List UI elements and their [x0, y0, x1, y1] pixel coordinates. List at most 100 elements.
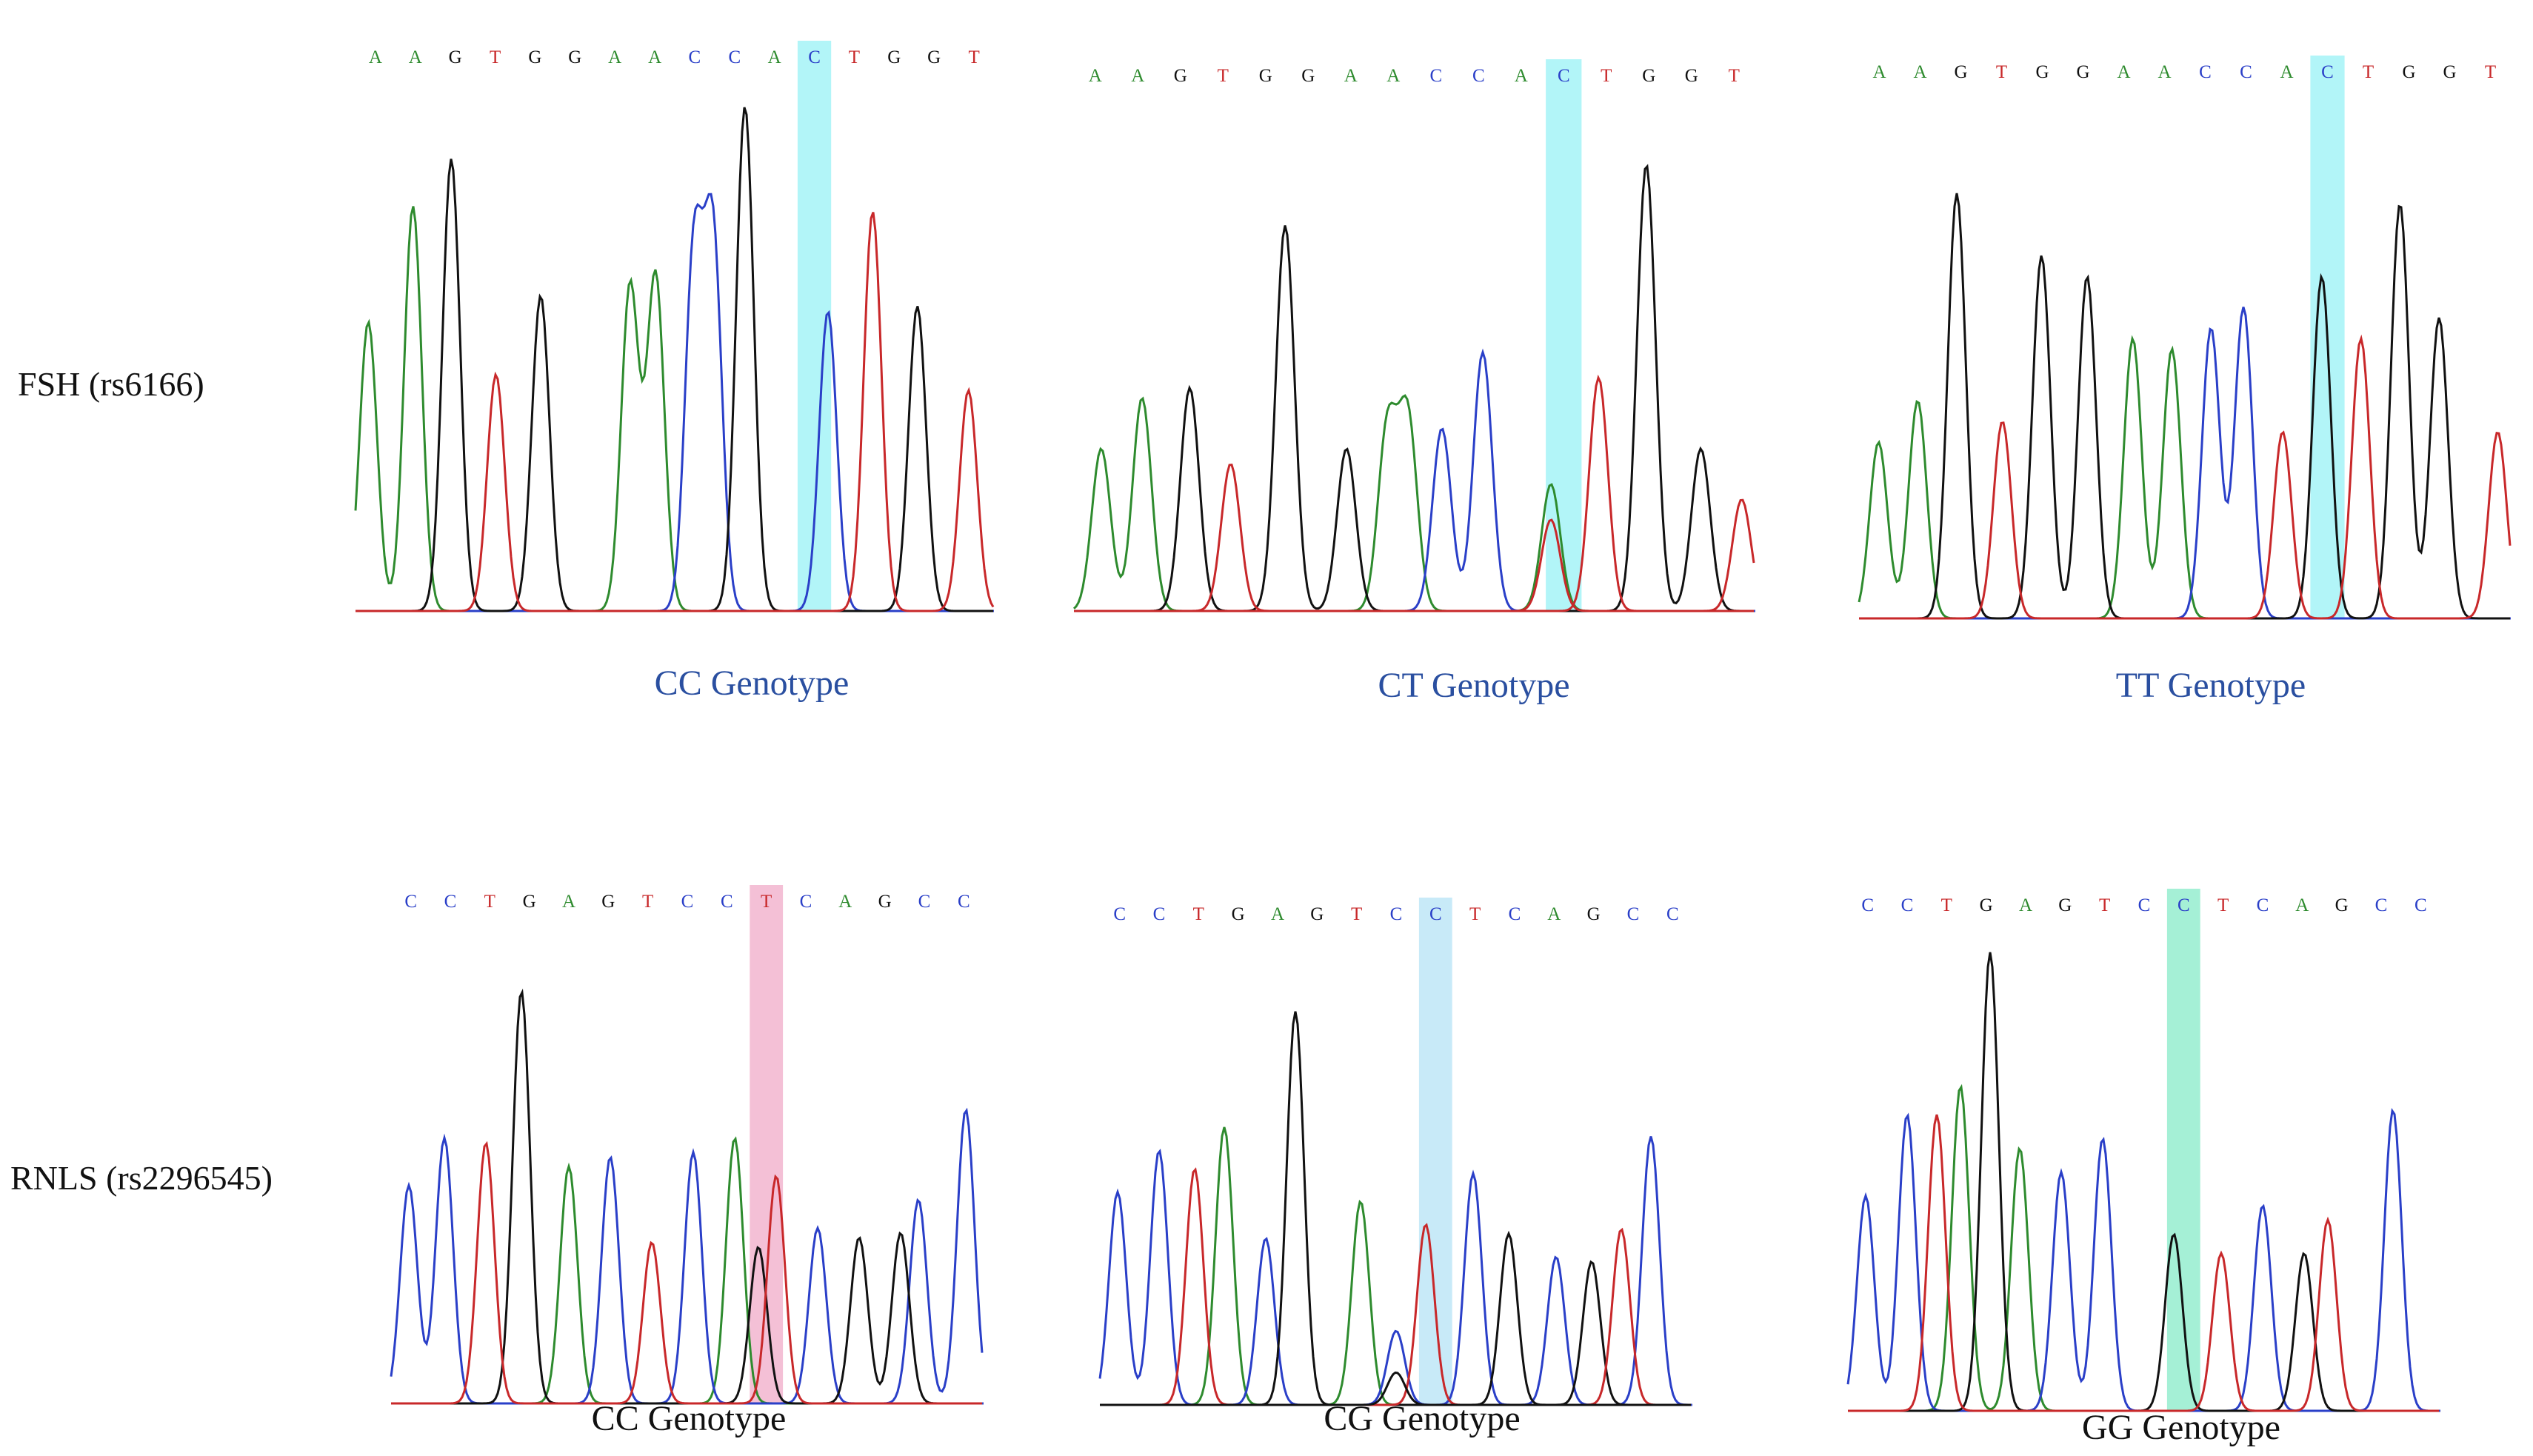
trace-t: [1100, 1167, 1691, 1406]
base-call: A: [608, 47, 621, 67]
trace-a: [1848, 1083, 2439, 1412]
base-call: T: [1996, 62, 2007, 82]
trace-a: [354, 206, 993, 612]
base-call: G: [1685, 66, 1698, 86]
base-call: T: [1351, 904, 1362, 924]
trace-c: [356, 193, 993, 612]
base-call: G: [927, 47, 941, 67]
base-call: T: [2217, 895, 2229, 915]
base-call: A: [768, 47, 781, 67]
base-call: G: [887, 47, 901, 67]
base-call: C: [1472, 66, 1485, 86]
base-call: A: [1344, 66, 1358, 86]
trace-a: [1072, 394, 1754, 612]
trace-c: [1074, 348, 1754, 612]
base-call: A: [1872, 62, 1886, 82]
base-call: T: [642, 892, 653, 912]
base-call: A: [648, 47, 661, 67]
base-call: T: [2363, 62, 2374, 82]
base-call: A: [1089, 66, 1102, 86]
base-call: C: [404, 892, 417, 912]
base-call: G: [601, 892, 615, 912]
base-call: G: [2076, 62, 2089, 82]
base-call: G: [878, 892, 892, 912]
trace-g: [1848, 952, 2439, 1412]
base-call: T: [490, 47, 501, 67]
base-call: G: [528, 47, 541, 67]
snp-highlight: [1546, 59, 1582, 611]
caption-fsh-tt: TT Genotype: [2115, 666, 2306, 705]
base-call: C: [681, 892, 694, 912]
base-call: G: [1259, 66, 1272, 86]
base-call: T: [1601, 66, 1612, 86]
base-call: G: [1587, 904, 1601, 924]
base-call: C: [2240, 62, 2252, 82]
base-call: C: [2138, 895, 2151, 915]
base-call: C: [1429, 904, 1442, 924]
base-call: C: [444, 892, 457, 912]
base-call: A: [562, 892, 575, 912]
snp-highlight: [1418, 898, 1452, 1405]
base-call: C: [1666, 904, 1679, 924]
base-call: A: [1547, 904, 1561, 924]
trace-g: [1859, 193, 2510, 620]
base-call: A: [369, 47, 382, 67]
trace-t: [356, 212, 995, 612]
secondary-peak: [1100, 1371, 1691, 1406]
base-call: C: [2199, 62, 2212, 82]
base-call: A: [1271, 904, 1284, 924]
trace-g: [356, 107, 993, 612]
base-call: A: [2157, 62, 2171, 82]
base-call: C: [2321, 62, 2334, 82]
base-call: C: [2177, 895, 2190, 915]
base-call: G: [2335, 895, 2349, 915]
base-call: G: [1980, 895, 1993, 915]
base-call: A: [2117, 62, 2130, 82]
base-call: T: [1218, 66, 1229, 86]
base-call: C: [1113, 904, 1126, 924]
snp-highlight: [750, 885, 784, 1403]
base-call: C: [728, 47, 741, 67]
trace-t: [1074, 374, 1755, 612]
base-call: A: [2295, 895, 2309, 915]
base-call: T: [2485, 62, 2496, 82]
base-call: C: [1901, 895, 1914, 915]
base-call: G: [2035, 62, 2049, 82]
base-call: T: [849, 47, 860, 67]
base-call: C: [800, 892, 812, 912]
row-label-fsh: FSH (rs6166): [18, 365, 204, 403]
row-label-rnls: RNLS (rs2296545): [10, 1159, 273, 1197]
caption-rnls-cc: CC Genotype: [591, 1399, 787, 1438]
base-call: C: [2375, 895, 2388, 915]
base-call: G: [568, 47, 581, 67]
base-call: C: [808, 47, 821, 67]
base-call: T: [1469, 904, 1481, 924]
base-call: T: [1193, 904, 1204, 924]
trace-g: [1074, 164, 1754, 612]
base-call: A: [1515, 66, 1528, 86]
caption-fsh-ct: CT Genotype: [1378, 666, 1570, 705]
trace-t: [1848, 1114, 2439, 1412]
base-call: T: [761, 892, 772, 912]
base-call: C: [1429, 66, 1442, 86]
base-call: C: [2414, 895, 2427, 915]
base-call: A: [1913, 62, 1926, 82]
base-call: T: [484, 892, 495, 912]
base-call: C: [2257, 895, 2269, 915]
base-call: G: [2058, 895, 2072, 915]
base-call: A: [2280, 62, 2293, 82]
base-call: C: [1627, 904, 1640, 924]
base-call: A: [2019, 895, 2032, 915]
secondary-peak: [1074, 518, 1754, 612]
base-call: A: [1131, 66, 1144, 86]
base-call: G: [1310, 904, 1324, 924]
